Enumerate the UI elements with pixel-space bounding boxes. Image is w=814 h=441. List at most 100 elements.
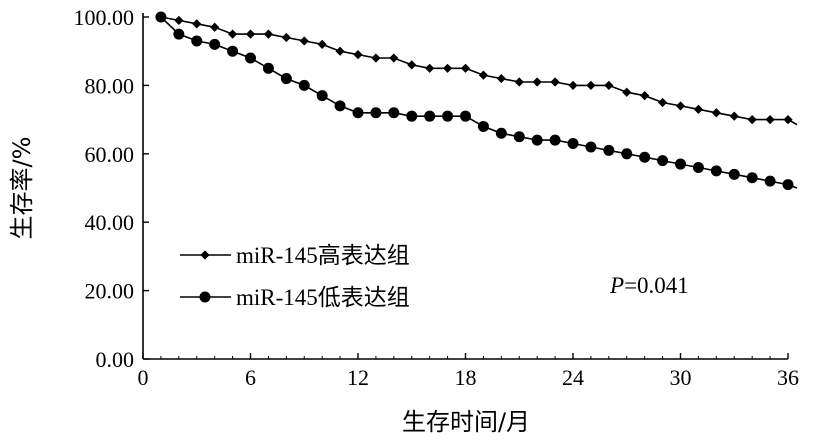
data-point	[371, 53, 381, 63]
x-tick-label: 0	[138, 365, 149, 390]
data-point	[460, 110, 471, 122]
data-point	[585, 141, 597, 153]
data-point	[245, 52, 256, 64]
y-tick-label: 80.00	[85, 73, 135, 98]
legend-item-2: miR-145低表达组	[180, 285, 410, 310]
data-point	[531, 134, 543, 146]
x-tick-label: 6	[245, 365, 256, 390]
y-tick-label: 100.00	[74, 5, 135, 30]
y-tick-label: 20.00	[85, 279, 135, 304]
data-point	[550, 77, 560, 87]
data-point	[513, 131, 525, 143]
data-point	[263, 29, 274, 39]
data-point	[782, 179, 794, 191]
data-point	[407, 60, 417, 70]
data-point	[173, 28, 185, 40]
x-axis-title: 生存时间/月	[402, 408, 530, 436]
data-point	[495, 127, 507, 139]
data-point	[693, 104, 704, 114]
data-point	[692, 161, 704, 173]
data-point	[747, 115, 757, 125]
data-point	[425, 63, 435, 73]
data-point	[478, 70, 489, 80]
data-point	[640, 91, 650, 101]
data-point	[209, 38, 221, 50]
data-point	[639, 151, 651, 163]
data-point	[424, 110, 436, 122]
series-line	[160, 16, 798, 189]
data-point	[657, 97, 668, 108]
legend-marker	[199, 291, 211, 303]
data-point	[514, 77, 524, 87]
data-point	[764, 175, 776, 187]
series-layer	[155, 11, 798, 191]
series-1	[156, 12, 798, 126]
data-point	[227, 45, 239, 57]
data-point	[334, 100, 346, 112]
y-tick-label: 40.00	[85, 210, 135, 235]
data-point	[532, 77, 542, 87]
data-point	[191, 35, 203, 47]
data-point	[442, 110, 454, 122]
data-point	[460, 63, 471, 73]
data-point	[406, 110, 418, 122]
data-point	[496, 73, 506, 84]
data-point	[388, 107, 400, 119]
y-axis-title: 生存率/%	[8, 137, 36, 240]
data-point	[353, 50, 363, 60]
p-value-number: =0.041	[624, 273, 689, 298]
data-point	[192, 19, 202, 29]
data-point	[765, 115, 775, 125]
data-point	[675, 101, 686, 111]
data-point	[568, 80, 578, 90]
x-tick-label: 24	[562, 365, 584, 390]
data-point	[586, 80, 596, 90]
data-point	[210, 22, 220, 32]
data-point	[317, 39, 327, 49]
y-tick-label: 0.00	[96, 347, 135, 372]
data-point	[603, 144, 615, 156]
data-point	[370, 107, 382, 119]
data-point	[567, 138, 579, 150]
x-tick-label: 30	[670, 365, 692, 390]
data-point	[389, 53, 399, 63]
data-point	[174, 15, 184, 26]
data-point	[316, 90, 328, 102]
data-point	[729, 111, 739, 121]
data-point	[549, 134, 561, 146]
data-point	[299, 36, 309, 46]
series-2	[155, 11, 798, 191]
data-point	[281, 32, 291, 43]
x-tick-label: 36	[777, 365, 799, 390]
data-point	[245, 29, 256, 39]
data-point	[746, 172, 758, 184]
data-point	[280, 73, 292, 85]
data-point	[622, 87, 632, 97]
data-point	[227, 29, 238, 39]
y-tick-label: 60.00	[85, 142, 135, 167]
data-point	[335, 46, 345, 56]
data-point	[604, 80, 614, 90]
data-point	[728, 168, 740, 180]
data-point	[262, 62, 274, 74]
data-point	[711, 108, 721, 118]
p-value-label: P	[609, 273, 624, 298]
legend-item-1: miR-145高表达组	[180, 243, 410, 268]
data-point	[442, 63, 453, 73]
legend-label: miR-145低表达组	[236, 285, 410, 310]
data-point	[477, 120, 489, 132]
legend: miR-145高表达组 miR-145低表达组	[180, 243, 410, 310]
data-point	[621, 148, 633, 160]
data-point	[710, 165, 722, 177]
data-point	[352, 107, 364, 119]
x-tick-label: 12	[347, 365, 369, 390]
legend-label: miR-145高表达组	[236, 243, 410, 268]
data-point	[298, 79, 310, 91]
data-point	[155, 11, 167, 23]
legend-marker	[200, 250, 210, 260]
data-point	[657, 155, 669, 167]
axes: 0.00 20.00 40.00 60.00 80.00 100.00 0 6 12 18 24 30…	[74, 5, 800, 390]
p-value-annotation: P=0.041	[609, 273, 689, 298]
data-point	[783, 115, 793, 125]
